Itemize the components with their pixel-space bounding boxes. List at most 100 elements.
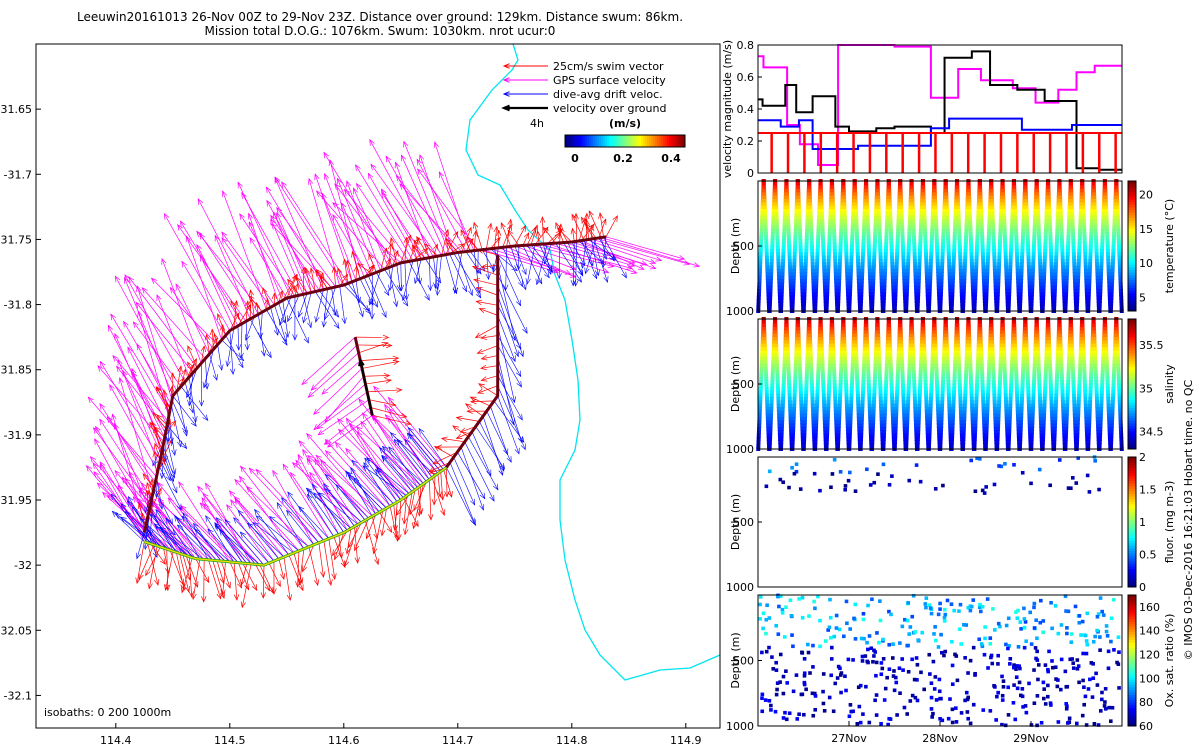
swim-arrow xyxy=(367,389,402,393)
salinity-point xyxy=(807,330,812,335)
temperature-point xyxy=(941,222,946,227)
gps-arrow-head xyxy=(362,412,368,419)
temperature-point xyxy=(814,265,819,270)
swim-arrow xyxy=(572,228,575,242)
swim-arrow xyxy=(179,553,190,592)
colorbar-cell xyxy=(681,135,684,147)
temperature-point xyxy=(766,285,771,290)
temperature-point xyxy=(847,305,852,310)
temperature-point xyxy=(817,215,822,220)
temperature-point xyxy=(900,235,905,240)
temperature-point xyxy=(850,242,855,247)
temperature-point xyxy=(1115,199,1120,203)
salinity-point xyxy=(787,380,792,385)
swim-arrow-head xyxy=(581,216,587,224)
temperature-point xyxy=(918,242,923,247)
colorbar-cell xyxy=(629,135,632,147)
temperature-point xyxy=(781,252,786,257)
temperature-point xyxy=(950,295,955,300)
temperature-point xyxy=(906,242,911,247)
gps-arrow-head xyxy=(307,177,314,185)
salinity-point xyxy=(833,393,838,398)
drift-arrow-head xyxy=(225,360,231,368)
salinity-point xyxy=(792,393,797,398)
temperature-point xyxy=(1050,289,1055,293)
salinity-point xyxy=(766,420,771,425)
temperature-point xyxy=(1029,302,1034,307)
drift-arrow-head xyxy=(245,334,251,341)
temperature-point xyxy=(796,205,801,210)
salinity-point xyxy=(783,347,788,351)
temperature-point xyxy=(1073,279,1078,283)
velocity-ytick-label: 0.8 xyxy=(737,39,755,52)
temperature-point xyxy=(958,259,963,263)
temperature-point xyxy=(928,265,933,270)
swim-arrow-head xyxy=(209,328,216,336)
gps-arrow-head xyxy=(97,365,104,372)
drift-arrow-head xyxy=(115,512,122,519)
temperature-point xyxy=(924,265,929,270)
swim-arrow xyxy=(413,483,424,529)
temperature-point xyxy=(939,272,944,277)
temperature-point xyxy=(768,289,773,293)
salinity-point xyxy=(839,370,844,375)
salinity-point xyxy=(796,323,801,328)
gps-arrow xyxy=(353,187,389,268)
temperature-point xyxy=(964,222,969,227)
salinity-point xyxy=(760,347,765,351)
drift-arrow-head xyxy=(314,316,320,323)
temperature-point xyxy=(785,199,790,203)
temperature-point xyxy=(1110,279,1115,283)
temperature-point xyxy=(822,265,827,270)
swim-arrow xyxy=(299,548,305,585)
temperature-point xyxy=(1010,209,1015,213)
temperature-point xyxy=(873,225,878,230)
salinity-point xyxy=(837,403,842,408)
temperature-point xyxy=(904,302,909,307)
temperature-point xyxy=(822,275,827,280)
temperature-point xyxy=(1088,259,1093,263)
temperature-point xyxy=(810,252,815,257)
temperature-point xyxy=(1005,289,1010,293)
drift-arrow-head xyxy=(172,486,178,494)
temperature-point xyxy=(884,239,889,243)
colorbar-cell xyxy=(615,135,618,147)
gps-arrow-head xyxy=(128,276,135,283)
swim-arrow xyxy=(181,557,193,593)
drift-arrow xyxy=(367,275,387,318)
map-ytick-label: 31.85 xyxy=(1,364,33,377)
temperature-point xyxy=(1092,192,1097,197)
temperature-point xyxy=(785,215,790,220)
temperature-point xyxy=(1014,235,1019,240)
temperature-point xyxy=(1001,205,1006,210)
temperature-point xyxy=(968,225,973,230)
temperature-point xyxy=(800,282,805,287)
drift-arrow-head xyxy=(544,271,550,279)
temperature-point xyxy=(757,279,762,283)
gps-arrow-head xyxy=(124,274,130,281)
temperature-point xyxy=(973,289,978,293)
temperature-point xyxy=(1031,245,1036,250)
temperature-point xyxy=(1072,269,1077,273)
temperature-point xyxy=(997,262,1002,267)
salinity-point xyxy=(855,373,860,378)
gps-arrow-head xyxy=(323,438,331,445)
temperature-point xyxy=(1059,239,1064,243)
temperature-point xyxy=(807,185,812,190)
gps-arrow-head xyxy=(115,365,122,373)
temperature-point xyxy=(781,249,786,253)
swim-arrow-head xyxy=(219,324,226,331)
temperature-point xyxy=(965,209,970,213)
temperature-point xyxy=(942,219,947,223)
temperature-point xyxy=(998,239,1003,243)
colorbar-cell xyxy=(565,135,568,147)
temperature-point xyxy=(969,242,974,247)
temperature-point xyxy=(879,272,884,277)
temperature-point xyxy=(1076,272,1081,277)
temperature-point xyxy=(1048,239,1053,243)
temperature-point xyxy=(1041,282,1046,287)
temperature-point xyxy=(1027,282,1032,287)
temperature-point xyxy=(756,299,761,303)
temperature-point xyxy=(854,215,859,220)
colorbar-tick-label: 0 xyxy=(571,152,579,165)
